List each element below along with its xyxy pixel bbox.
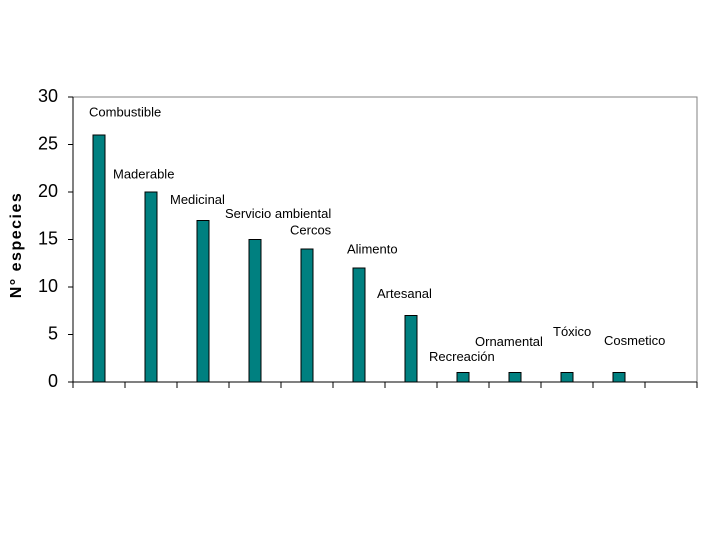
bar xyxy=(560,372,574,383)
bar xyxy=(248,239,262,383)
y-tick-label: 30 xyxy=(38,86,58,106)
bar xyxy=(508,372,522,383)
category-label: Combustible xyxy=(89,104,161,119)
category-label: Cosmetico xyxy=(604,333,665,348)
bar xyxy=(612,372,626,383)
category-label: Artesanal xyxy=(377,286,432,301)
bar xyxy=(456,372,470,383)
category-label: Ornamental xyxy=(475,334,543,349)
bar xyxy=(196,220,210,383)
y-tick-label: 20 xyxy=(38,181,58,201)
bar xyxy=(300,248,314,383)
y-tick-label: 5 xyxy=(48,323,58,343)
y-axis-label: N° especies xyxy=(8,192,25,299)
category-label: Cercos xyxy=(290,222,332,237)
category-label: Recreación xyxy=(429,349,495,364)
bar xyxy=(404,315,418,383)
y-tick-label: 0 xyxy=(48,371,58,391)
category-label: Servicio ambiental xyxy=(225,206,331,221)
y-tick-label: 25 xyxy=(38,133,58,153)
bar xyxy=(144,191,158,383)
bar xyxy=(92,134,106,383)
bar xyxy=(352,267,366,383)
category-label: Medicinal xyxy=(170,192,225,207)
category-label: Maderable xyxy=(113,166,174,181)
y-tick-label: 10 xyxy=(38,276,58,296)
category-label: Alimento xyxy=(347,241,398,256)
category-label: Tóxico xyxy=(553,324,591,339)
y-tick-label: 15 xyxy=(38,228,58,248)
